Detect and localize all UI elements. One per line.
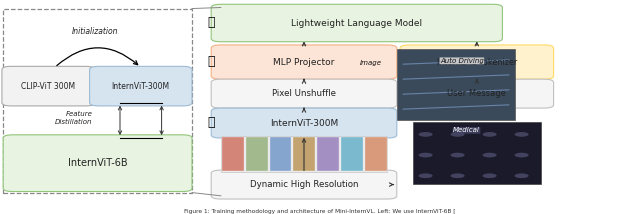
Circle shape [483,132,497,137]
Circle shape [483,173,497,178]
Bar [397,49,515,120]
Text: CLIP-ViT 300M: CLIP-ViT 300M [21,82,76,91]
Text: Medical: Medical [453,127,480,133]
Circle shape [515,153,529,158]
FancyBboxPatch shape [211,4,502,42]
Bar [413,122,541,184]
FancyBboxPatch shape [400,45,554,79]
Circle shape [419,132,433,137]
Text: Feature
Distillation: Feature Distillation [55,111,93,125]
Circle shape [515,173,529,178]
Circle shape [419,173,433,178]
Bar [365,137,387,171]
Text: InternViT-300M: InternViT-300M [270,119,338,128]
FancyBboxPatch shape [211,170,397,199]
Text: InternLM2 Tokenizer: InternLM2 Tokenizer [436,58,517,67]
Circle shape [515,132,529,137]
FancyBboxPatch shape [3,135,192,192]
Bar [293,137,316,171]
FancyBboxPatch shape [211,79,397,108]
Bar [317,137,339,171]
Text: Pixel Unshuffle: Pixel Unshuffle [272,89,336,98]
FancyBboxPatch shape [2,66,95,106]
FancyBboxPatch shape [211,108,397,138]
Bar [221,136,387,172]
Circle shape [419,153,433,158]
Text: InternViT-6B: InternViT-6B [68,158,127,168]
Bar [246,137,268,171]
FancyBboxPatch shape [400,79,554,108]
Text: 🔥: 🔥 [207,116,215,129]
Text: User Message: User Message [447,89,506,98]
Bar [341,137,363,171]
FancyBboxPatch shape [211,45,397,79]
Text: 🔥: 🔥 [207,55,215,68]
FancyBboxPatch shape [3,9,192,193]
FancyBboxPatch shape [90,66,192,106]
Circle shape [451,173,465,178]
Text: MLP Projector: MLP Projector [273,58,335,67]
Bar [222,137,244,171]
Text: 🔥: 🔥 [207,16,215,29]
Text: Initialization: Initialization [71,27,118,36]
Text: Image: Image [360,60,382,66]
Circle shape [451,153,465,158]
Bar [269,137,291,171]
Text: InternViT-300M: InternViT-300M [112,82,170,91]
Text: Auto Driving: Auto Driving [440,58,484,64]
Text: Figure 1: Training methodology and architecture of Mini-InternVL. Left: We use I: Figure 1: Training methodology and archi… [184,209,456,214]
Circle shape [483,153,497,158]
Text: Dynamic High Resolution: Dynamic High Resolution [250,180,358,189]
Circle shape [451,132,465,137]
Text: Lightweight Language Model: Lightweight Language Model [291,18,422,28]
